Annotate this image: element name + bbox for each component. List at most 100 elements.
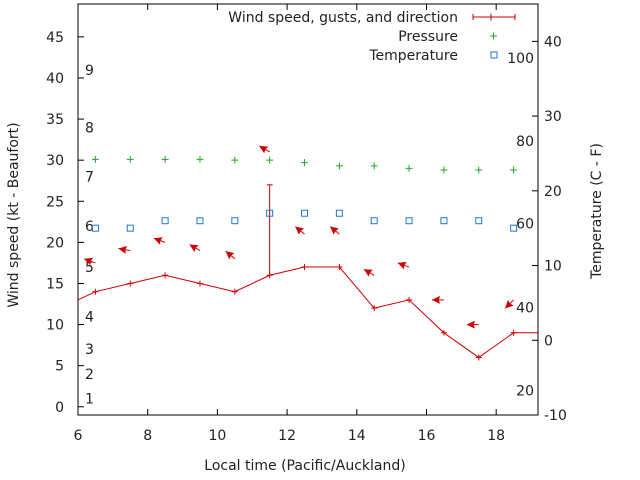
temperature-point — [266, 209, 274, 217]
pressure-point — [196, 155, 204, 163]
wind-direction-arrow — [329, 226, 340, 235]
temperature-point — [301, 209, 309, 217]
legend: Wind speed, gusts, and direction Pressure… — [228, 10, 516, 64]
wind-direction-arrow — [153, 237, 166, 245]
beaufort-label: 4 — [85, 309, 94, 325]
fahrenheit-label: 20 — [516, 383, 534, 399]
x-tick-label: 6 — [74, 428, 83, 444]
arrow-head — [466, 320, 475, 329]
fahrenheit-label: 40 — [516, 300, 534, 316]
y-left-tick-label: 10 — [46, 318, 64, 334]
wind-direction-arrow — [363, 268, 375, 277]
wind-speed-point — [475, 354, 482, 361]
temperature-point — [405, 217, 413, 225]
arrow-head — [505, 299, 514, 309]
beaufort-label: 5 — [85, 260, 94, 276]
y-left-tick-label: 30 — [46, 153, 64, 169]
temperature-point — [475, 217, 483, 225]
legend-label: Pressure — [398, 29, 458, 45]
wind-speed-point — [231, 288, 238, 295]
wind-speed-point — [371, 305, 378, 312]
arrow-head — [225, 251, 235, 260]
wind-direction-arrow — [504, 299, 514, 309]
pressure-point — [405, 164, 413, 172]
arrow-head — [118, 245, 128, 254]
y-axis-label-left: Wind speed (kt - Beaufort) — [6, 122, 22, 307]
x-tick-label: 18 — [487, 428, 505, 444]
temperature-point — [196, 217, 204, 225]
arrow-head — [330, 226, 339, 235]
y-left-tick-label: 40 — [46, 71, 64, 87]
y-right-tick-label: 30 — [544, 109, 562, 125]
wind-direction-arrow — [189, 244, 201, 253]
arrow-head — [431, 295, 440, 304]
wind-direction-arrow — [431, 295, 444, 304]
fahrenheit-label: 60 — [516, 217, 534, 233]
wind-speed-point — [440, 329, 447, 336]
x-tick-label: 16 — [418, 428, 436, 444]
x-tick-label: 12 — [278, 428, 296, 444]
legend-label: Wind speed, gusts, and direction — [228, 10, 458, 26]
y-left-tick-label: 0 — [55, 400, 64, 416]
pressure-point — [475, 166, 483, 174]
wind-speed-point — [196, 280, 203, 287]
beaufort-label: 2 — [85, 367, 94, 383]
y-right-tick-label: 10 — [544, 259, 562, 275]
pressure-point — [161, 155, 169, 163]
pressure-point — [266, 156, 274, 164]
temperature-point — [231, 217, 239, 225]
temperature-point — [440, 217, 448, 225]
temperature-point — [335, 209, 343, 217]
wind-direction-arrow — [466, 320, 479, 329]
y-left-tick-label: 35 — [46, 112, 64, 128]
wind-speed-point — [406, 296, 413, 303]
y-left-tick-label: 5 — [55, 359, 64, 375]
wind-direction-arrow — [397, 261, 410, 270]
wind-speed-point — [510, 329, 517, 336]
x-tick-label: 10 — [208, 428, 226, 444]
pressure-point — [510, 166, 518, 174]
temperature-point — [510, 224, 518, 232]
y-left-tick-label: 25 — [46, 194, 64, 210]
pressure-point — [231, 156, 239, 164]
arrow-head — [189, 244, 199, 253]
beaufort-label: 1 — [85, 392, 94, 408]
wind-direction-arrow — [83, 257, 96, 266]
temperature-point — [370, 217, 378, 225]
beaufort-label: 9 — [85, 63, 94, 79]
wind-direction-arrow — [295, 226, 305, 235]
wind-speed-point — [127, 280, 134, 287]
temperature-point — [91, 224, 99, 232]
wind-direction-arrow — [225, 250, 236, 260]
temperature-point — [126, 224, 134, 232]
arrow-head — [153, 237, 163, 245]
pressure-point — [440, 166, 448, 174]
x-tick-label: 8 — [143, 428, 152, 444]
plot-frame — [77, 3, 539, 416]
y-axis-label-right: Temperature (C - F) — [589, 143, 605, 280]
wind-direction-arrow — [118, 245, 131, 254]
arrow-head — [397, 261, 407, 270]
arrow-head — [259, 145, 269, 154]
pressure-point — [301, 159, 309, 167]
pressure-point — [370, 162, 378, 170]
arrow-head — [295, 226, 305, 235]
y-left-tick-label: 15 — [46, 276, 64, 292]
pressure-point — [335, 162, 343, 170]
y-right-tick-label: 20 — [544, 184, 562, 200]
fahrenheit-label: 100 — [507, 51, 534, 67]
y-right-tick-label: 0 — [544, 333, 553, 349]
wind-speed-point — [162, 272, 169, 279]
y-right-tick-label: 40 — [544, 34, 562, 50]
x-axis-label: Local time (Pacific/Auckland) — [204, 458, 405, 474]
series-layer — [77, 145, 538, 361]
fahrenheit-label: 80 — [516, 134, 534, 150]
legend-swatch-temperature — [490, 51, 498, 59]
wind-speed-point — [336, 264, 343, 271]
beaufort-label: 6 — [85, 219, 94, 235]
wind-direction-arrow — [259, 145, 270, 154]
x-tick-label: 14 — [348, 428, 366, 444]
beaufort-label: 3 — [85, 342, 94, 358]
beaufort-label: 7 — [85, 170, 94, 186]
